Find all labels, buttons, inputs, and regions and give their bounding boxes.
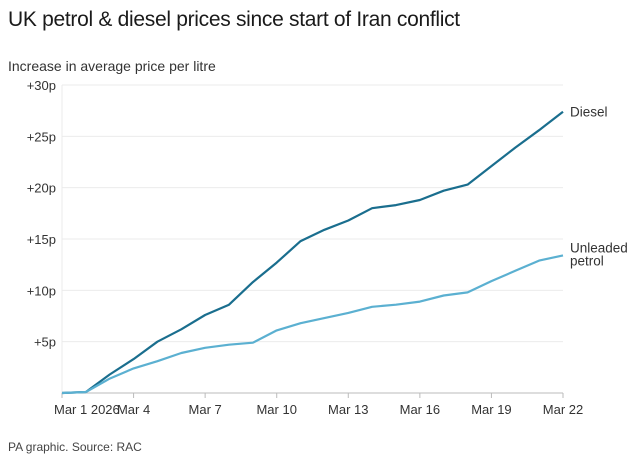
y-tick-label: +20p — [27, 181, 56, 196]
series-line-diesel — [61, 110, 564, 395]
x-tick-label: Mar 7 — [189, 402, 222, 417]
y-tick-label: +10p — [27, 283, 56, 298]
y-tick-label: +25p — [27, 129, 56, 144]
y-tick-label: +30p — [27, 78, 56, 93]
series-line-unleaded-petrol — [61, 254, 564, 395]
y-axis-label: Increase in average price per litre — [8, 58, 216, 74]
y-tick-label: +15p — [27, 232, 56, 247]
x-tick-label: Mar 1 2026 — [54, 402, 120, 417]
series-label: Diesel — [570, 105, 608, 120]
series-label: Unleaded — [570, 240, 628, 255]
x-tick-label: Mar 16 — [400, 402, 440, 417]
series-label: petrol — [570, 253, 604, 268]
y-tick-label: +5p — [34, 335, 56, 350]
x-tick-label: Mar 10 — [256, 402, 296, 417]
x-tick-label: Mar 4 — [117, 402, 150, 417]
source-note: PA graphic. Source: RAC — [8, 440, 142, 454]
x-tick-label: Mar 19 — [471, 402, 511, 417]
chart-title: UK petrol & diesel prices since start of… — [8, 8, 460, 31]
x-tick-label: Mar 13 — [328, 402, 368, 417]
x-tick-label: Mar 22 — [543, 402, 583, 417]
